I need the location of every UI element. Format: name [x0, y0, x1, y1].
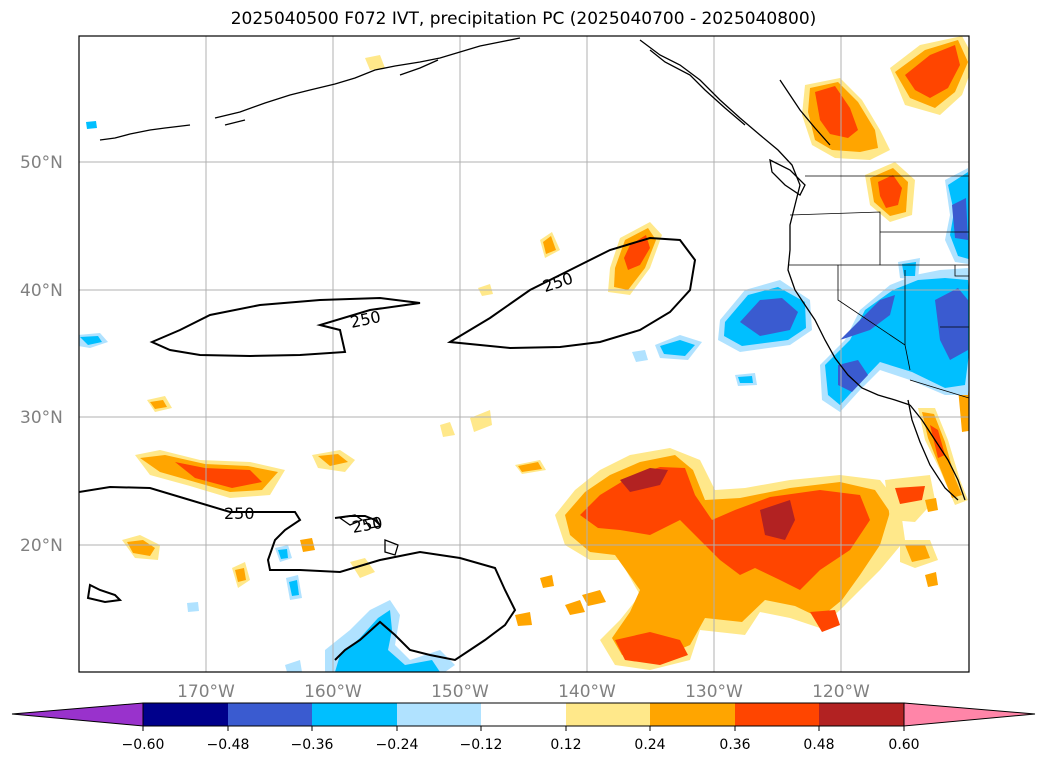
- map-title: 2025040500 F072 IVT, precipitation PC (2…: [230, 9, 817, 29]
- lat-label-30n: 30°N: [20, 408, 63, 428]
- lon-label-140w: 140°W: [558, 682, 616, 702]
- lon-label-170w: 170°W: [177, 682, 235, 702]
- precip-positive-fields: [122, 36, 969, 670]
- colorbar-tick-label: −0.12: [460, 737, 503, 753]
- ivt-contours: [79, 236, 697, 662]
- colorbar-bin-5: [481, 703, 566, 726]
- colorbar-extend-low: [11, 702, 144, 727]
- colorbar-tick-label: 0.24: [634, 737, 665, 753]
- map-frame: [78, 35, 970, 673]
- contour-label-south: 250: [224, 504, 255, 523]
- ivt-contour-central: [446, 236, 697, 350]
- graticule: [79, 36, 969, 672]
- colorbar-tick-label: −0.36: [291, 737, 334, 753]
- colorbar-extend-high: [903, 702, 1036, 727]
- colorbar-bin-9: [819, 703, 904, 726]
- map-panel: 250 250 250 250 50°N 40°N 30°N 20°N 170°…: [20, 35, 970, 702]
- colorbar-bin-3: [312, 703, 397, 726]
- lat-label-40n: 40°N: [20, 281, 63, 301]
- lon-label-150w: 150°W: [431, 682, 489, 702]
- colorbar-bin-1: [143, 703, 228, 726]
- lon-label-160w: 160°W: [304, 682, 362, 702]
- colorbar-tick-label: 0.36: [719, 737, 750, 753]
- lon-label-130w: 130°W: [685, 682, 743, 702]
- colorbar-tick-label: −0.48: [207, 737, 250, 753]
- colorbar-frame: [142, 702, 905, 727]
- colorbar-tick-label: −0.24: [376, 737, 419, 753]
- colorbar-tick-label: 0.48: [803, 737, 834, 753]
- precip-region-se-pacific-red: [580, 467, 870, 590]
- lat-label-50n: 50°N: [20, 153, 63, 173]
- colorbar-bin-8: [735, 703, 819, 726]
- ivt-contour-west: [149, 296, 421, 358]
- colorbar-bin-6: [566, 703, 650, 726]
- precip-region-se-pacific-dark: [620, 468, 795, 540]
- political-borders: [788, 175, 969, 399]
- colorbar: −0.60 −0.48 −0.36 −0.24 −0.12 0.12 0.24 …: [11, 702, 1036, 753]
- colorbar-tick-label: 0.12: [550, 737, 581, 753]
- lon-label-120w: 120°W: [812, 682, 870, 702]
- colorbar-tick-label: 0.60: [888, 737, 919, 753]
- colorbar-tick-label: −0.60: [122, 737, 165, 753]
- colorbar-bin-7: [650, 703, 735, 726]
- colorbar-bin-2: [228, 703, 312, 726]
- colorbar-bin-4: [397, 703, 481, 726]
- ivt-contour-south: [79, 485, 517, 662]
- lat-label-20n: 20°N: [20, 536, 63, 556]
- precip-negative-fields: [79, 121, 969, 672]
